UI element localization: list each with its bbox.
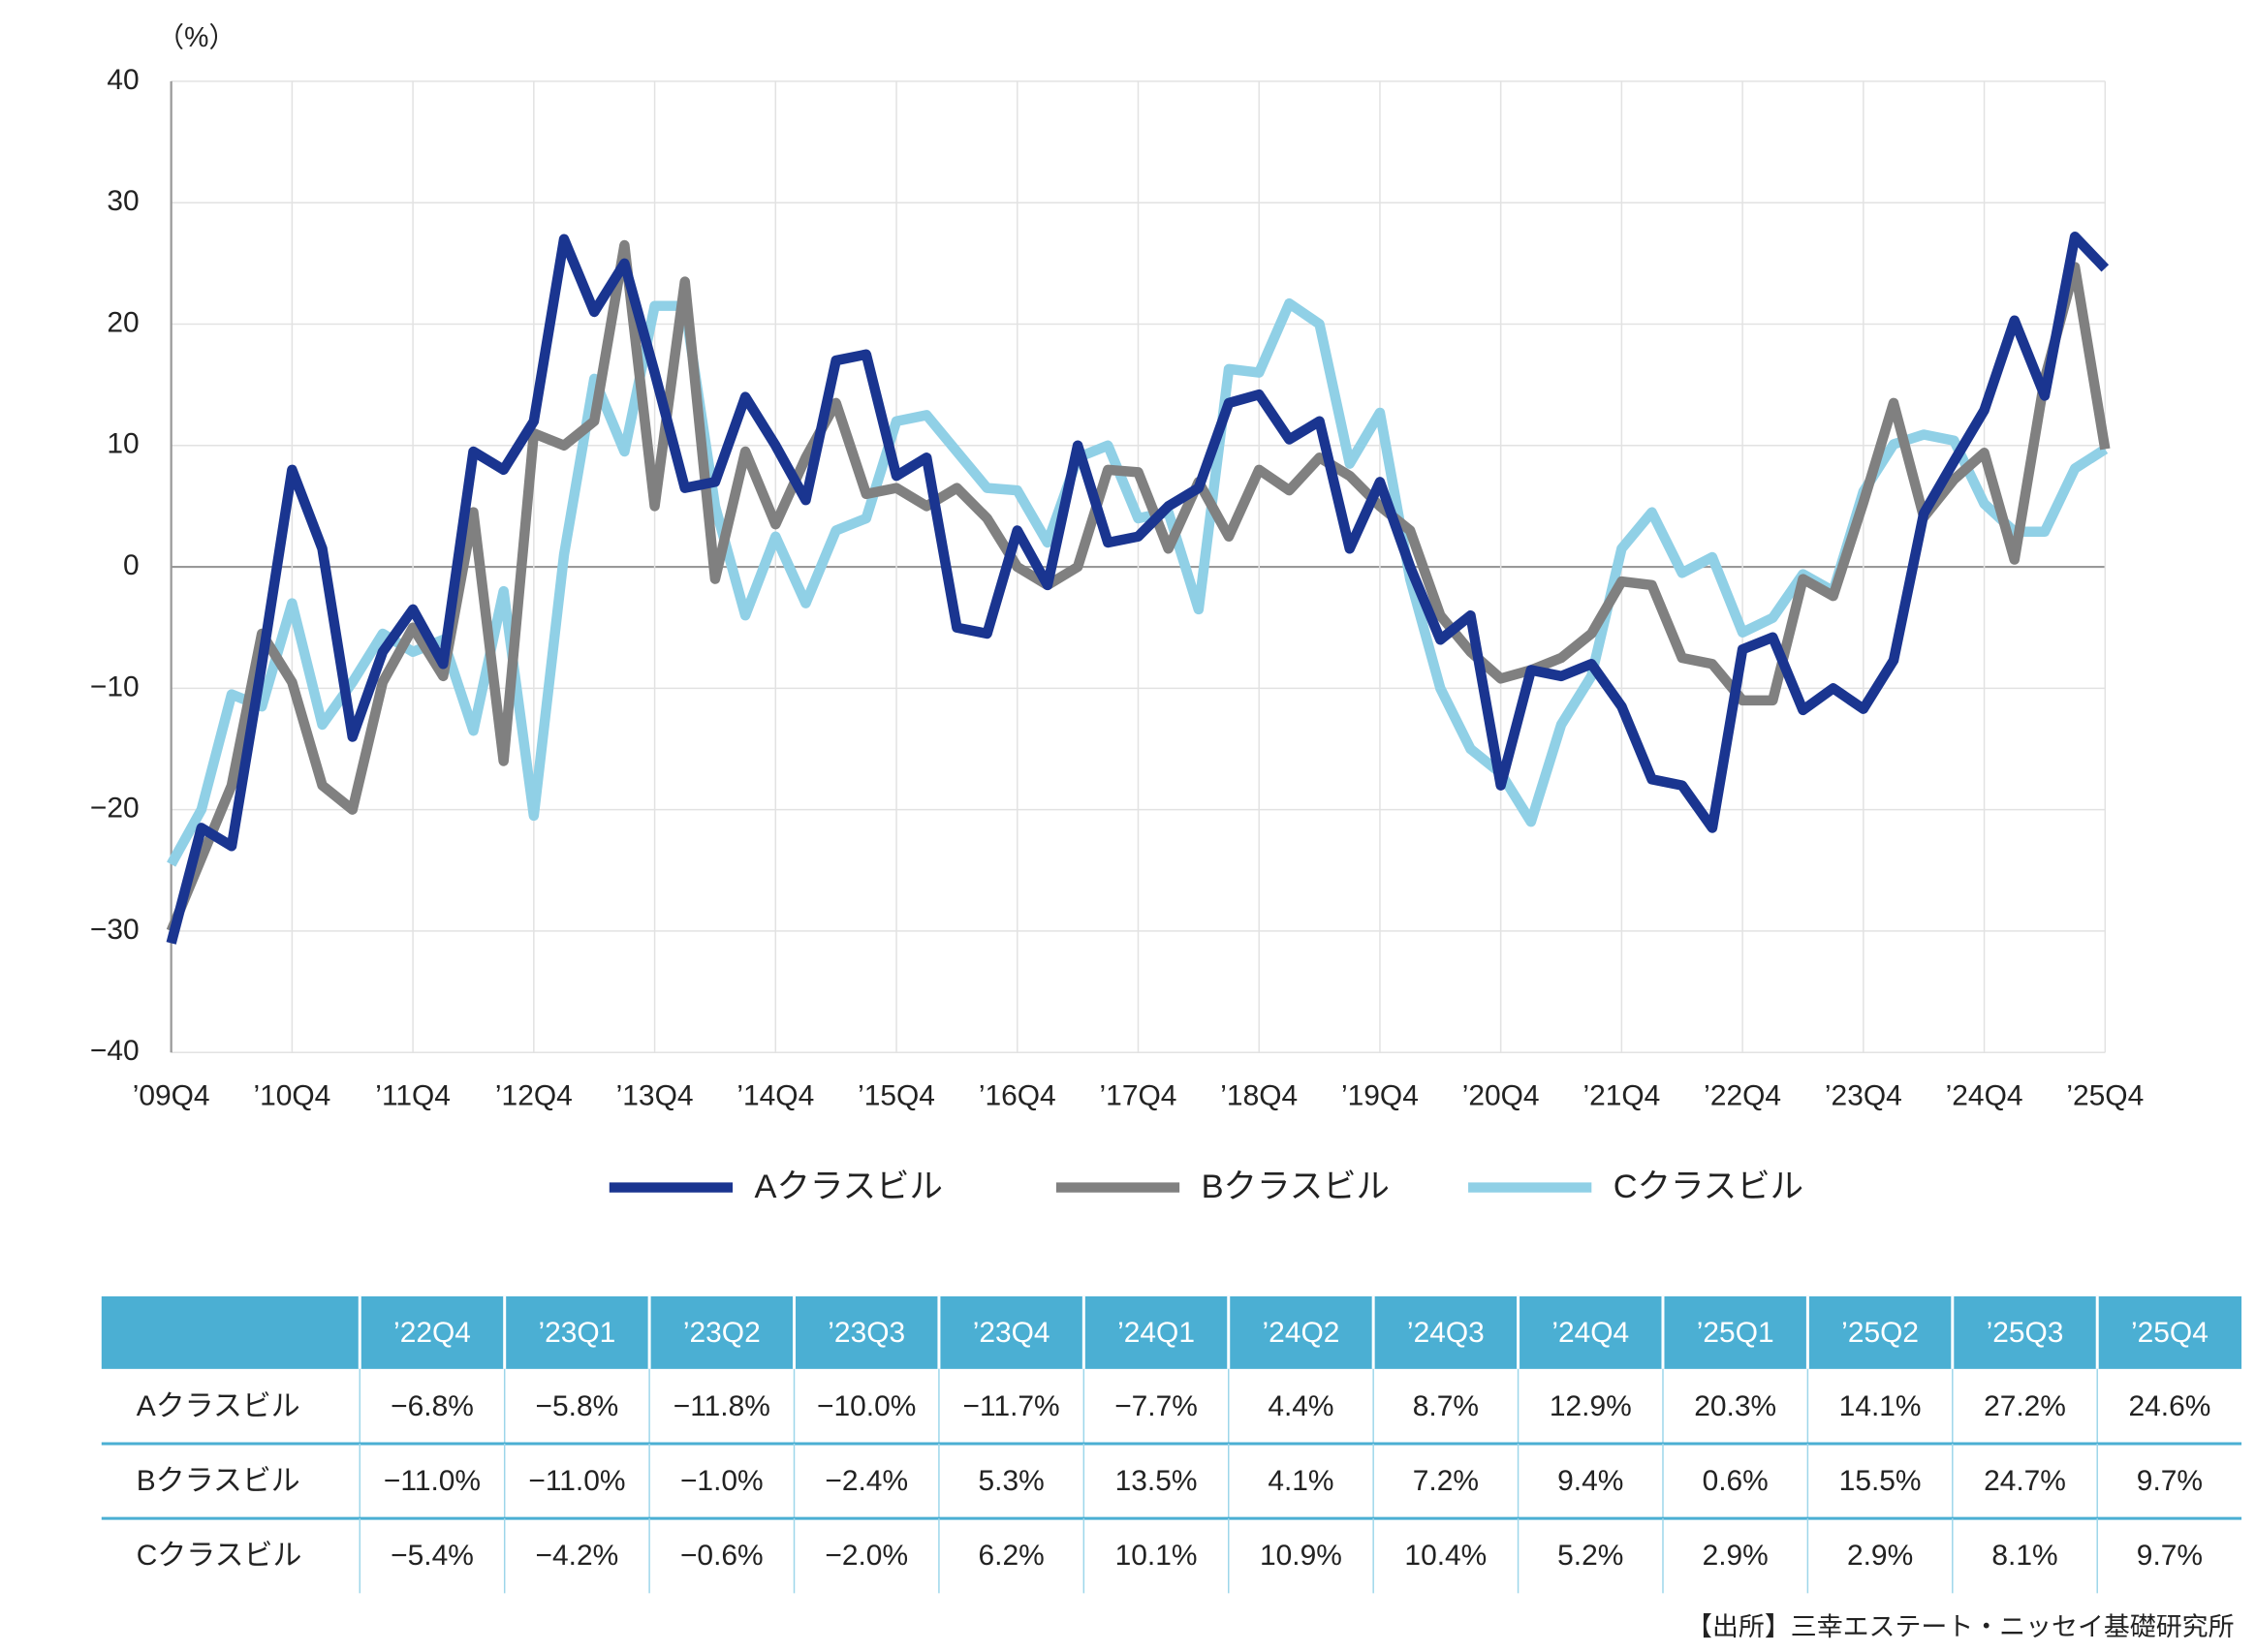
table-cell: −0.6% [680, 1540, 764, 1572]
source: 【出所】三幸エステート・ニッセイ基礎研究所 [1686, 1612, 2234, 1641]
table-cell: 24.6% [2128, 1390, 2210, 1422]
table-header: ’24Q4 [1551, 1317, 1629, 1349]
table-header: ’23Q1 [538, 1317, 615, 1349]
table-cell: 8.7% [1413, 1390, 1479, 1422]
table-header: ’24Q3 [1407, 1317, 1485, 1349]
table-header: ’23Q2 [683, 1317, 761, 1349]
y-tick-label: −20 [90, 793, 140, 825]
table-header: ’25Q3 [1987, 1317, 2064, 1349]
x-tick-label: ’11Q4 [375, 1080, 451, 1112]
table-cell: −1.0% [680, 1465, 764, 1497]
table-header: ’23Q4 [973, 1317, 1050, 1349]
table-cell: −10.0% [817, 1390, 916, 1422]
table-cell: 8.1% [1991, 1540, 2057, 1572]
x-tick-label: ’20Q4 [1462, 1080, 1540, 1112]
table-cell: 4.1% [1268, 1465, 1333, 1497]
table-header: ’23Q3 [828, 1317, 905, 1349]
table-cell: 9.4% [1557, 1465, 1623, 1497]
table-cell: −2.4% [825, 1465, 908, 1497]
x-tick-label: ’21Q4 [1582, 1080, 1660, 1112]
x-tick-label: ’13Q4 [616, 1080, 694, 1112]
table-cell: 13.5% [1115, 1465, 1198, 1497]
table-cell: −4.2% [536, 1540, 619, 1572]
x-tick-label: ’15Q4 [858, 1080, 935, 1112]
table-header: ’25Q1 [1697, 1317, 1774, 1349]
y-tick-label: 10 [107, 428, 139, 460]
table-cell: 4.4% [1268, 1390, 1333, 1422]
table-cell: 24.7% [1984, 1465, 2066, 1497]
legend-label: Cクラスビル [1614, 1169, 1803, 1205]
table-cell: 5.3% [979, 1465, 1045, 1497]
table-cell: 6.2% [979, 1540, 1045, 1572]
row-label: Cクラスビル [137, 1540, 302, 1572]
table-cell: 15.5% [1839, 1465, 1922, 1497]
table-cell: −6.8% [391, 1390, 474, 1422]
table-cell: 20.3% [1694, 1390, 1776, 1422]
table-header-bg [101, 1295, 2242, 1369]
row-label: Aクラスビル [137, 1390, 300, 1422]
table-header: ’24Q1 [1117, 1317, 1195, 1349]
x-tick-label: ’23Q4 [1825, 1080, 1902, 1112]
table-cell: 10.4% [1404, 1540, 1487, 1572]
table-cell: 0.6% [1703, 1465, 1769, 1497]
table-header: ’22Q4 [393, 1317, 471, 1349]
table-cell: 2.9% [1847, 1540, 1913, 1572]
table-cell: −11.0% [528, 1465, 625, 1497]
x-tick-label: ’22Q4 [1704, 1080, 1781, 1112]
table-header: ’24Q2 [1263, 1317, 1340, 1349]
y-tick-label: 0 [123, 549, 140, 581]
x-tick-label: ’10Q4 [253, 1080, 330, 1112]
y-tick-label: 30 [107, 185, 139, 217]
table-cell: −11.0% [384, 1465, 481, 1497]
table-cell: −7.7% [1114, 1390, 1198, 1422]
y-tick-label: 20 [107, 306, 139, 338]
table-cell: 7.2% [1413, 1465, 1479, 1497]
x-tick-label: ’24Q4 [1946, 1080, 2023, 1112]
table-cell: 2.9% [1703, 1540, 1769, 1572]
y-tick-label: −30 [90, 914, 140, 946]
row-label: Bクラスビル [137, 1465, 300, 1497]
table-cell: −2.0% [825, 1540, 908, 1572]
table-cell: 12.9% [1550, 1390, 1632, 1422]
x-tick-label: ’12Q4 [495, 1080, 573, 1112]
table-cell: 9.7% [2137, 1465, 2203, 1497]
x-tick-label: ’14Q4 [736, 1080, 814, 1112]
table-header: ’25Q2 [1841, 1317, 1919, 1349]
x-tick-label: ’25Q4 [2066, 1080, 2144, 1112]
y-tick-label: 40 [107, 64, 139, 96]
x-tick-label: ’17Q4 [1100, 1080, 1177, 1112]
table-cell: 5.2% [1557, 1540, 1623, 1572]
table-cell: −11.8% [674, 1390, 770, 1422]
table-cell: 27.2% [1984, 1390, 2066, 1422]
unit-label: （%） [157, 22, 236, 53]
x-tick-label: ’18Q4 [1220, 1080, 1298, 1112]
x-tick-label: ’09Q4 [133, 1080, 210, 1112]
table-cell: −11.7% [963, 1390, 1060, 1422]
legend-label: Aクラスビル [754, 1169, 942, 1205]
table-cell: 9.7% [2137, 1540, 2203, 1572]
y-tick-label: −40 [90, 1035, 140, 1067]
y-tick-label: −10 [90, 670, 140, 702]
table-header: ’25Q4 [2131, 1317, 2209, 1349]
x-tick-label: ’19Q4 [1341, 1080, 1419, 1112]
table-cell: 10.9% [1260, 1540, 1342, 1572]
table-cell: −5.8% [536, 1390, 619, 1422]
x-tick-label: ’16Q4 [979, 1080, 1056, 1112]
table-cell: 14.1% [1839, 1390, 1922, 1422]
table-cell: −5.4% [391, 1540, 474, 1572]
table-cell: 10.1% [1115, 1540, 1198, 1572]
legend-label: Bクラスビル [1202, 1169, 1390, 1205]
line-series [166, 232, 2110, 945]
